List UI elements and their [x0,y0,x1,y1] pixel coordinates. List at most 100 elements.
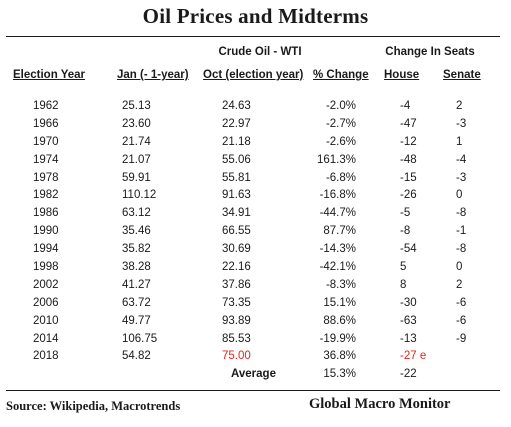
cell-oct: 22.97 [222,117,251,130]
column-header-year: Election Year [13,69,86,81]
table-row: 1966 23.60 22.97 -2.7% -47 -3 [0,118,511,136]
cell-senate: 2 [456,278,463,291]
cell-house: 8 [400,278,407,291]
cell-jan: 63.12 [122,207,151,220]
cell-change: 161.3% [316,153,356,166]
cell-jan: 21.74 [122,135,151,148]
cell-year: 1990 [33,225,59,238]
cell-oct: 30.69 [222,243,251,256]
page-title: Oil Prices and Midterms [142,4,369,28]
cell-year: 1966 [33,117,59,130]
average-change: 15.3% [323,368,356,380]
cell-jan: 41.27 [122,278,151,291]
cell-year: 1978 [33,171,59,184]
cell-oct: 21.18 [222,135,251,148]
cell-change: -44.7% [319,207,356,220]
cell-jan: 23.60 [122,117,151,130]
cell-change: 87.7% [323,225,356,238]
cell-change: 15.1% [323,296,356,309]
cell-change: -6.8% [325,171,356,184]
cell-senate: -3 [456,171,467,184]
table-row: 2014 106.75 85.53 -19.9% -13 -9 [0,333,511,351]
cell-year: 1994 [33,243,59,256]
cell-change: -2.6% [325,135,356,148]
cell-change: -8.3% [325,278,356,291]
crude-oil-group-header: Crude Oil - WTI [218,46,302,58]
cell-oct: 75.00 [222,350,251,363]
cell-jan: 49.77 [122,314,151,327]
cell-senate: -4 [456,153,467,166]
table-row: 1962 25.13 24.63 -2.0% -4 2 [0,100,511,118]
cell-change: -14.3% [319,243,356,256]
cell-senate: -6 [456,296,467,309]
cell-oct: 93.89 [222,314,251,327]
cell-senate: 0 [456,189,463,202]
table-row: 2010 49.77 93.89 88.6% -63 -6 [0,315,511,333]
cell-house: -26 [400,189,417,202]
cell-jan: 54.82 [122,350,151,363]
cell-change: -19.9% [319,332,356,345]
table-row: 1978 59.91 55.81 -6.8% -15 -3 [0,172,511,190]
cell-year: 2018 [33,350,59,363]
seat-change-group-header: Change In Seats [385,46,475,58]
cell-oct: 73.35 [222,296,251,309]
cell-oct: 55.81 [222,171,251,184]
column-header-house: House [384,69,420,81]
column-header-jan: Jan (- 1-year) [117,69,189,81]
cell-house: -48 [400,153,417,166]
cell-house: -4 [400,100,411,112]
cell-house: -15 [400,171,417,184]
table-row: 1974 21.07 55.06 161.3% -48 -4 [0,154,511,172]
data-table: 1962 25.13 24.63 -2.0% -4 2 1966 23.60 22.97 -2.7… [0,100,511,368]
brand-label: Global Macro Monitor [309,396,451,412]
cell-jan: 63.72 [122,296,151,309]
table-row: 1994 35.82 30.69 -14.3% -54 -8 [0,243,511,261]
cell-senate: -1 [456,225,467,238]
cell-house: -63 [400,314,417,327]
cell-year: 2010 [33,314,59,327]
table-row: 1998 38.28 22.16 -42.1% 5 0 [0,261,511,279]
cell-jan: 21.07 [122,153,151,166]
cell-year: 1962 [33,100,59,112]
cell-senate: -9 [456,332,467,345]
column-header-senate: Senate [443,69,481,81]
cell-jan: 35.82 [122,243,151,256]
cell-change: -42.1% [319,261,356,274]
cell-oct: 24.63 [222,100,251,112]
cell-house: -30 [400,296,417,309]
cell-senate: -3 [456,117,467,130]
cell-change: 88.6% [323,314,356,327]
average-label: Average [231,368,276,380]
cell-oct: 85.53 [222,332,251,345]
cell-jan: 106.75 [122,332,158,345]
cell-senate: 0 [456,261,463,274]
cell-senate: -8 [456,207,467,220]
cell-jan: 59.91 [122,171,151,184]
cell-house: -13 [400,332,417,345]
column-header-change: % Change [313,69,369,81]
cell-change: 36.8% [323,350,356,363]
cell-change: -2.7% [325,117,356,130]
bottom-divider [6,390,500,391]
cell-change: -2.0% [325,100,356,112]
cell-oct: 37.86 [222,278,251,291]
cell-jan: 25.13 [122,100,151,112]
column-header-oct: Oct (election year) [203,69,304,81]
average-house: -22 [400,368,417,380]
cell-change: -16.8% [319,189,356,202]
cell-senate: 2 [456,100,463,112]
top-divider [6,36,500,37]
cell-oct: 22.16 [222,261,251,274]
cell-house: -27 e [400,350,427,363]
cell-year: 1998 [33,261,59,274]
source-note: Source: Wikipedia, Macrotrends [6,399,181,413]
cell-year: 1982 [33,189,59,202]
cell-oct: 55.06 [222,153,251,166]
table-row: 1970 21.74 21.18 -2.6% -12 1 [0,136,511,154]
cell-house: 5 [400,261,407,274]
cell-jan: 35.46 [122,225,151,238]
cell-senate: -8 [456,243,467,256]
cell-house: -8 [400,225,411,238]
cell-house: -47 [400,117,417,130]
cell-year: 1974 [33,153,59,166]
